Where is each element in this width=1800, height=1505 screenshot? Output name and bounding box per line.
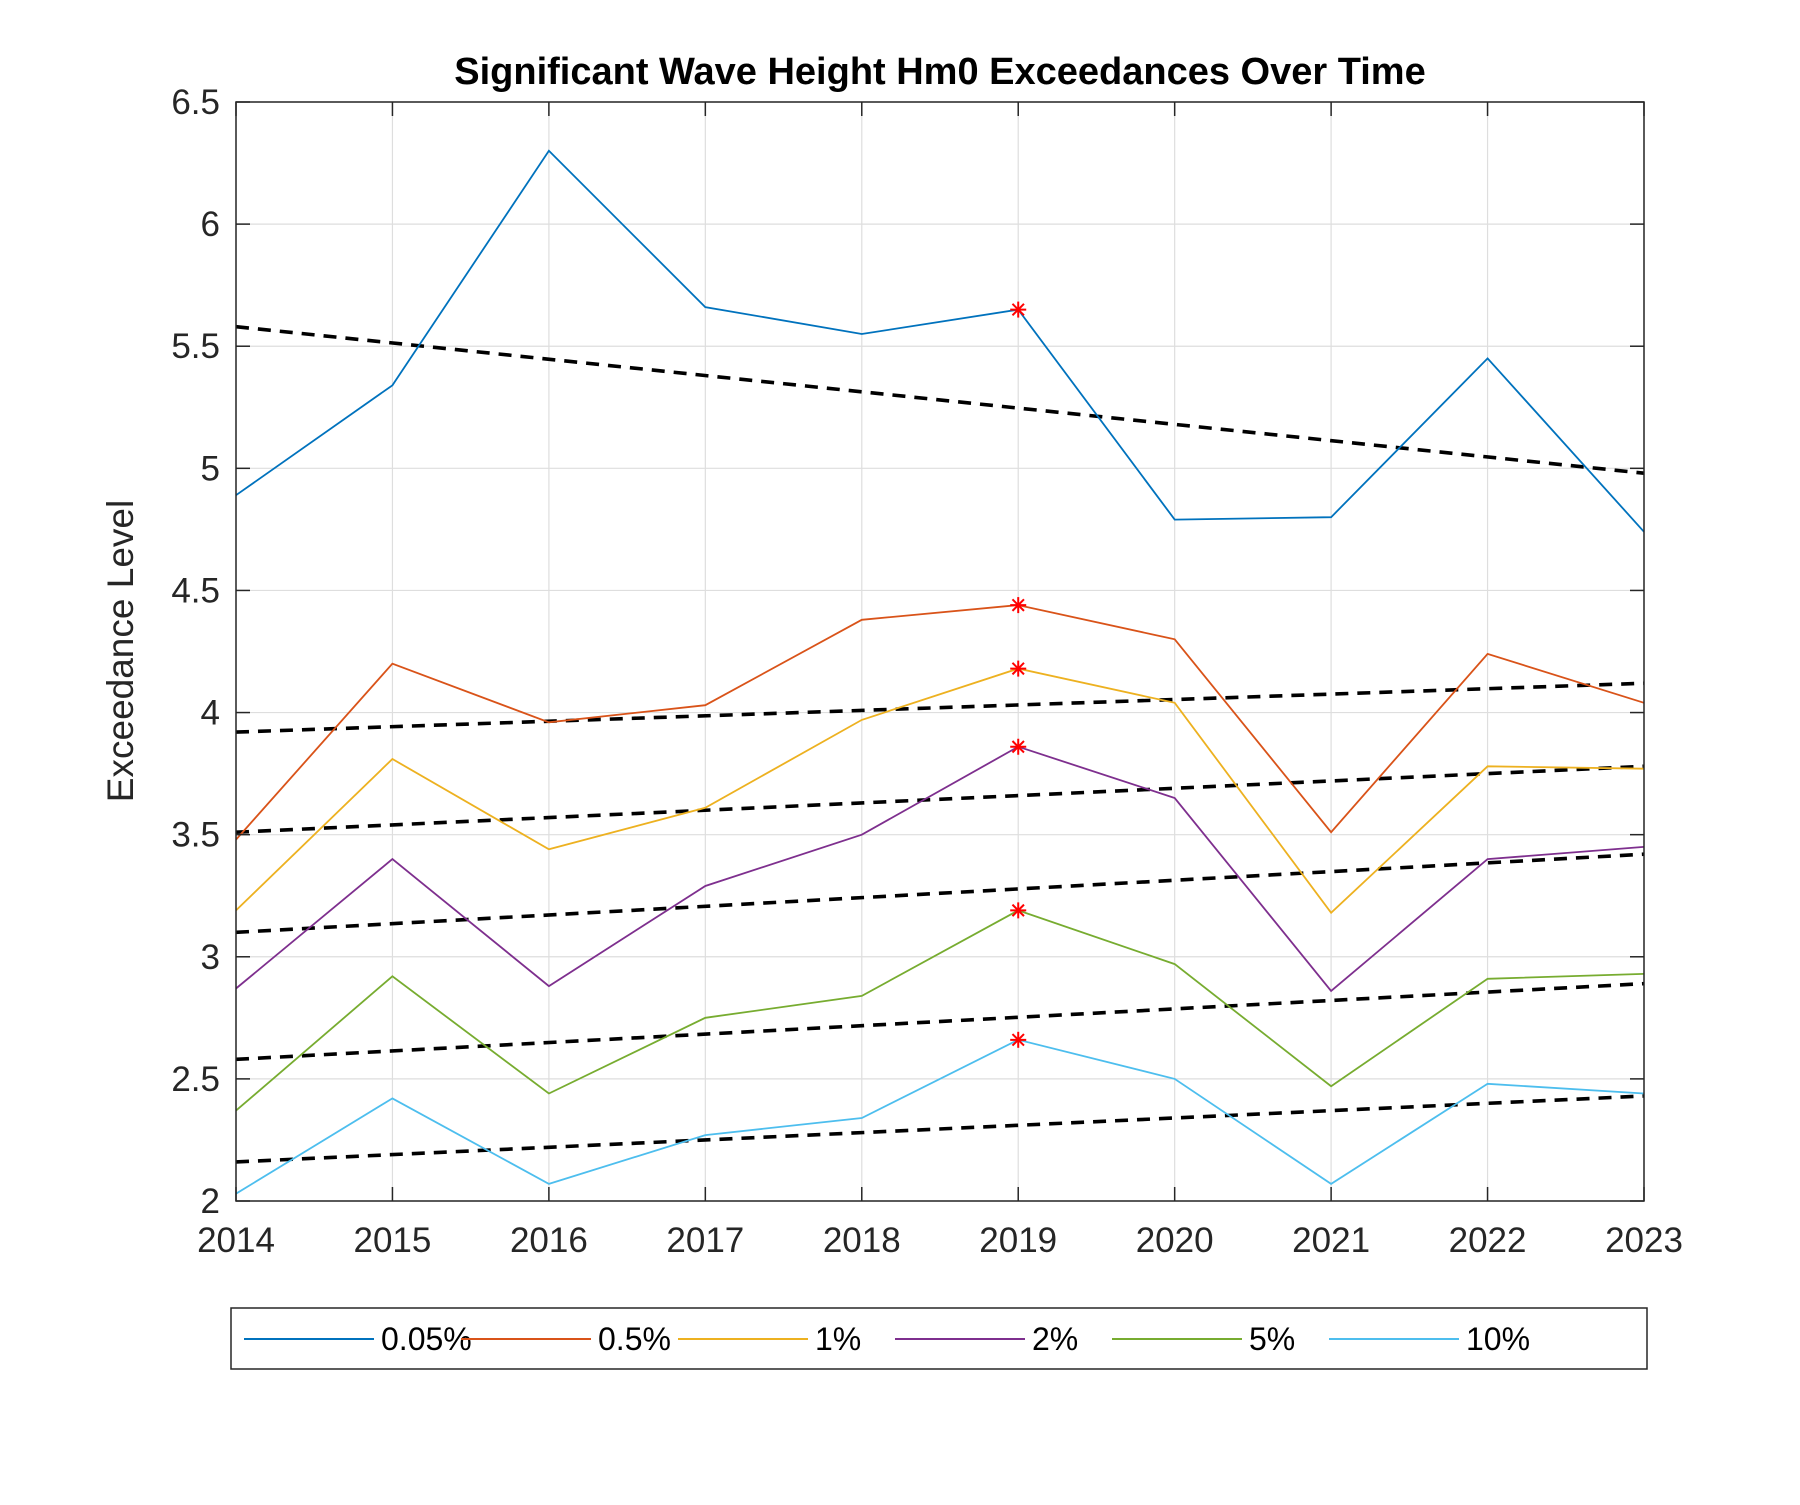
y-tick-label: 3 xyxy=(201,938,220,977)
trend-line xyxy=(235,1094,1645,1164)
legend-label: 2% xyxy=(1032,1321,1078,1357)
trend-line xyxy=(235,681,1645,734)
legend-label: 1% xyxy=(815,1321,861,1357)
trend-lines xyxy=(235,324,1645,1164)
series-line xyxy=(235,604,1645,841)
axis-ticks: 2014 2015 2016 2017 2018 2019 2020 2021 2022 2023… xyxy=(171,83,1683,1260)
y-tick-label: 4.5 xyxy=(171,571,220,610)
trend-line xyxy=(235,981,1645,1062)
highlight-marker xyxy=(1010,738,1027,755)
series-line xyxy=(235,909,1645,1112)
legend-label: 10% xyxy=(1466,1321,1530,1357)
trend-line xyxy=(235,764,1645,835)
series-line xyxy=(235,745,1645,993)
highlight-marker xyxy=(1010,301,1027,318)
x-tick-label: 2016 xyxy=(510,1221,588,1260)
trend-line xyxy=(235,324,1645,476)
legend-label: 0.05% xyxy=(381,1321,472,1357)
series-line xyxy=(235,1038,1645,1195)
y-tick-label: 6 xyxy=(201,205,220,244)
x-tick-label: 2022 xyxy=(1449,1221,1527,1260)
x-tick-label: 2018 xyxy=(823,1221,901,1260)
y-tick-label: 5.5 xyxy=(171,327,220,366)
x-tick-label: 2014 xyxy=(197,1221,275,1260)
y-tick-label: 3.5 xyxy=(171,816,220,855)
y-tick-label: 6.5 xyxy=(171,83,220,122)
y-tick-label: 5 xyxy=(201,449,220,488)
highlight-marker xyxy=(1010,597,1027,614)
x-tick-label: 2017 xyxy=(666,1221,744,1260)
y-tick-label: 2.5 xyxy=(171,1060,220,1099)
x-tick-label: 2021 xyxy=(1292,1221,1370,1260)
legend-items: 0.05% 0.5% 1% 2% 5% 10% xyxy=(244,1321,1530,1357)
y-tick-label: 2 xyxy=(201,1182,220,1221)
trend-line xyxy=(235,852,1645,935)
x-tick-label: 2023 xyxy=(1605,1221,1683,1260)
x-tick-label: 2019 xyxy=(979,1221,1057,1260)
x-tick-label: 2020 xyxy=(1136,1221,1214,1260)
series-line xyxy=(235,149,1645,533)
highlight-marker xyxy=(1010,902,1027,919)
x-tick-label: 2015 xyxy=(354,1221,432,1260)
highlight-markers xyxy=(1010,301,1027,1048)
chart-title: Significant Wave Height Hm0 Exceedances … xyxy=(454,51,1425,93)
legend: 0.05% 0.5% 1% 2% 5% 10% xyxy=(230,1307,1648,1370)
legend-label: 5% xyxy=(1249,1321,1295,1357)
series-line xyxy=(235,667,1645,915)
plot-background xyxy=(236,102,1644,1201)
highlight-marker xyxy=(1010,1031,1027,1048)
legend-label: 0.5% xyxy=(598,1321,671,1357)
highlight-marker xyxy=(1010,660,1027,677)
y-tick-label: 4 xyxy=(201,694,220,733)
series-lines xyxy=(235,149,1645,1195)
plot-frame xyxy=(235,101,1645,1202)
y-axis-label: Exceedance Level xyxy=(100,500,141,802)
